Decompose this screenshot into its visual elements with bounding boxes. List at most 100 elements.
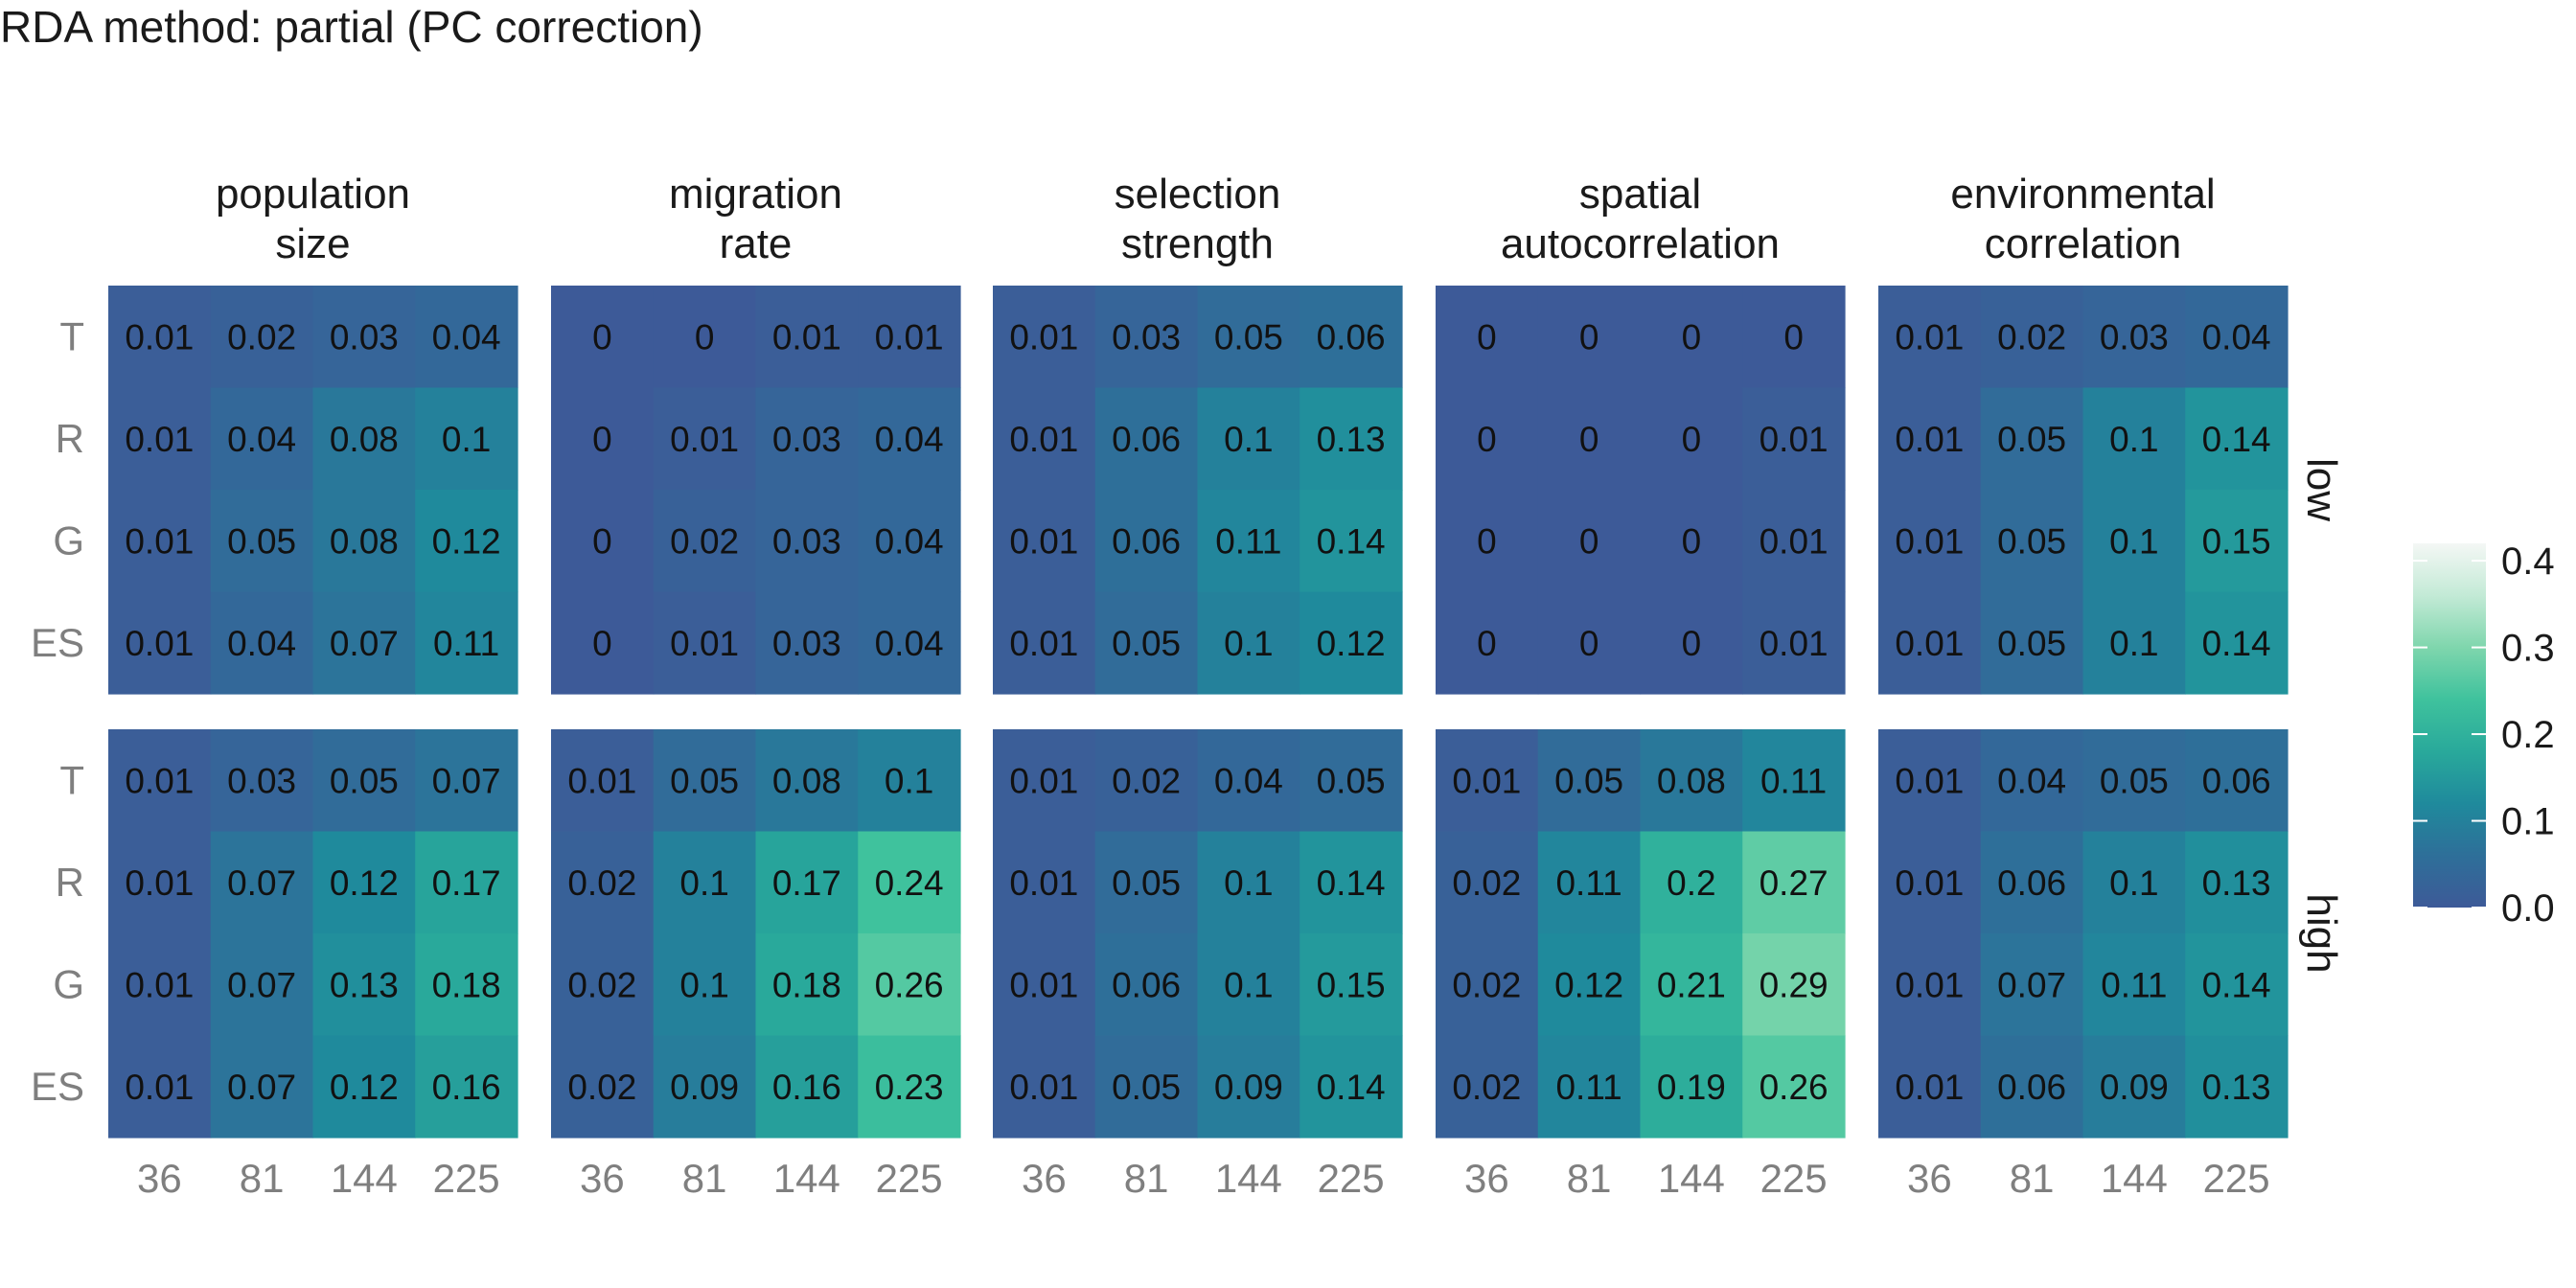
cell-value-label: 0.05 [1317, 761, 1386, 800]
cell-value-label: 0 [1579, 317, 1599, 356]
heatmap-cell [858, 591, 961, 695]
cell-value-label: 0.13 [1317, 420, 1386, 459]
x-tick-label: 225 [876, 1156, 943, 1201]
heatmap-cell [551, 1035, 655, 1138]
heatmap-cell [2082, 387, 2186, 491]
cell-value-label: 0.05 [1997, 521, 2066, 561]
x-tick-label: 144 [1658, 1156, 1725, 1201]
heatmap-cell [551, 591, 655, 695]
cell-value-label: 0.03 [227, 761, 296, 800]
cell-value-label: 0.01 [1895, 863, 1964, 903]
heatmap-cell [1436, 286, 1539, 389]
x-tick-label: 81 [240, 1156, 285, 1201]
cell-value-label: 0.01 [1760, 420, 1828, 459]
x-tick-label: 36 [137, 1156, 182, 1201]
heatmap-cell [2185, 286, 2288, 389]
cell-value-label: 0.07 [227, 863, 296, 903]
cell-value-label: 0.07 [432, 761, 501, 800]
heatmap-cell [312, 490, 416, 593]
heatmap-cell [210, 286, 314, 389]
cell-value-label: 0.05 [2100, 761, 2169, 800]
cell-value-label: 0.01 [1009, 1068, 1078, 1107]
heatmap-cell [2082, 286, 2186, 389]
heatmap-cell [2082, 490, 2186, 593]
heatmap-cell [1980, 933, 2084, 1037]
heatmap-cell [1094, 387, 1199, 491]
cell-value-label: 0 [1682, 420, 1702, 459]
heatmap-cell [1640, 1035, 1743, 1138]
heatmap-cell [1537, 831, 1642, 934]
heatmap-cell [993, 729, 1096, 833]
cell-value-label: 0.12 [330, 1068, 399, 1107]
row-facet-label: high [2298, 893, 2345, 973]
heatmap-cell [1436, 729, 1539, 833]
heatmap-cell [2185, 933, 2288, 1037]
cell-value-label: 0.05 [1112, 624, 1181, 663]
heatmap-cell [858, 831, 961, 934]
heatmap-cell [858, 286, 961, 389]
heatmap-cell [1878, 591, 1982, 695]
heatmap-cell [1300, 933, 1403, 1037]
heatmap-cell [1640, 729, 1743, 833]
cell-value-label: 0.1 [1224, 624, 1273, 663]
facet-panel: 0.01 0.02 0.04 0.05 0.01 0.05 0.1 0.14 0.01 0.06 0… [993, 729, 1403, 1138]
cell-value-label: 0.14 [1317, 863, 1386, 903]
cell-value-label: 0.06 [1112, 965, 1181, 1004]
heatmap-cell [415, 933, 518, 1037]
heatmap-cell [993, 831, 1096, 934]
heatmap-cell [415, 591, 518, 695]
heatmap-cell [1436, 591, 1539, 695]
heatmap-cell [415, 490, 518, 593]
facet-panels: 0.01 0.02 0.03 0.040.01 0.04 0.08 0.10.01 0.05 0… [108, 286, 2288, 1138]
cell-value-label: 0.17 [772, 863, 841, 903]
heatmap-cell [858, 387, 961, 491]
cell-value-label: 0.11 [1215, 521, 1281, 561]
heatmap-cell [1742, 286, 1846, 389]
legend-tick-label: 0.4 [2501, 540, 2555, 583]
cell-value-label: 0.02 [1112, 761, 1181, 800]
cell-value-label: 0.16 [432, 1068, 501, 1107]
heatmap-cell [1980, 490, 2084, 593]
legend-tick-label: 0.0 [2501, 887, 2555, 930]
cell-value-label: 0.1 [679, 863, 728, 903]
column-facet-label: strength [1121, 220, 1274, 267]
cell-value-label: 0.12 [1554, 965, 1623, 1004]
heatmap-cell [1742, 591, 1846, 695]
heatmap-cell [2185, 831, 2288, 934]
x-tick-label: 144 [2101, 1156, 2168, 1201]
cell-value-label: 0.01 [1895, 624, 1964, 663]
heatmap-cell [858, 933, 961, 1037]
y-tick-label: G [53, 518, 84, 563]
heatmap-cell [1878, 933, 1982, 1037]
heatmap-cell [551, 387, 655, 491]
cell-value-label: 0.21 [1657, 965, 1726, 1004]
cell-value-label: 0.18 [772, 965, 841, 1004]
heatmap-cell [1300, 490, 1403, 593]
heatmap-cell [858, 729, 961, 833]
heatmap-cell [1300, 831, 1403, 934]
x-tick-label: 225 [1760, 1156, 1828, 1201]
column-facet-label: rate [720, 220, 793, 267]
cell-value-label: 0.03 [772, 624, 841, 663]
y-tick-label: ES [31, 620, 84, 665]
cell-value-label: 0.04 [875, 521, 944, 561]
heatmap-cell [1640, 286, 1743, 389]
cell-value-label: 0.07 [330, 624, 399, 663]
heatmap-cell [1980, 387, 2084, 491]
column-facet-label: spatial [1579, 171, 1701, 218]
cell-value-label: 0.14 [1317, 1068, 1386, 1107]
heatmap-cell [993, 933, 1096, 1037]
heatmap-cell [755, 933, 859, 1037]
cell-value-label: 0 [592, 624, 612, 663]
cell-value-label: 0.01 [1895, 521, 1964, 561]
y-tick-label: R [56, 416, 84, 461]
cell-value-label: 0.13 [330, 965, 399, 1004]
cell-value-label: 0.03 [772, 521, 841, 561]
cell-value-label: 0.01 [125, 317, 194, 356]
cell-value-label: 0 [1477, 624, 1497, 663]
heatmap-cell [1742, 387, 1846, 491]
heatmap-cell [1878, 490, 1982, 593]
heatmap-cell [1094, 490, 1199, 593]
cell-value-label: 0.1 [2109, 420, 2158, 459]
